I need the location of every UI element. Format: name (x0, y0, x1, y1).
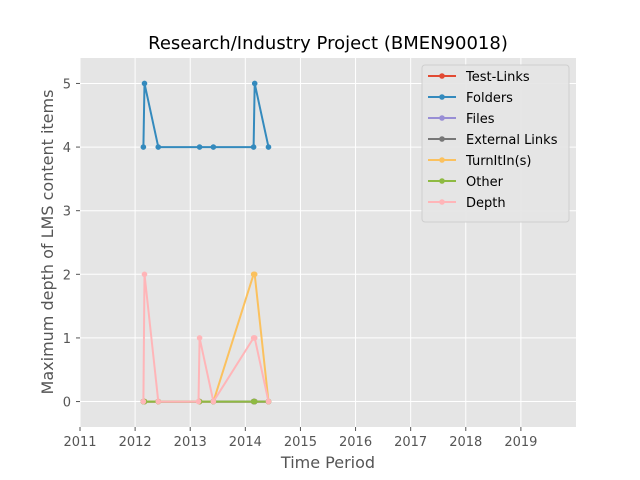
legend-label: External Links (466, 133, 558, 148)
data-point (210, 144, 217, 150)
y-tick-label: 2 (63, 268, 71, 283)
x-tick-label: 2015 (284, 435, 317, 450)
data-point (251, 271, 258, 278)
legend-item: Folders (428, 91, 513, 106)
data-point (196, 144, 203, 150)
data-point (251, 398, 258, 405)
data-point (265, 398, 272, 405)
y-axis-label: Maximum depth of LMS content items (38, 90, 57, 395)
data-point (250, 144, 257, 150)
data-point (155, 144, 162, 150)
data-point (251, 80, 258, 87)
data-point (251, 335, 258, 341)
legend-swatch-marker (439, 178, 445, 184)
series-folders (140, 80, 272, 150)
legend-item: Depth (428, 196, 506, 211)
x-tick-label: 2012 (119, 435, 152, 450)
x-tick-label: 2016 (339, 435, 372, 450)
legend-swatch-marker (439, 115, 445, 121)
data-point (141, 80, 148, 87)
legend-item: Test-Links (428, 70, 530, 85)
y-tick-label: 3 (63, 205, 71, 220)
legend: Test-Links Folders Files External Links Turn… (421, 64, 570, 223)
legend-swatch-marker (439, 157, 445, 163)
legend-swatch-marker (439, 94, 445, 100)
legend-swatch-marker (439, 136, 445, 142)
y-tick-label: 1 (63, 332, 71, 347)
y-tick-label: 4 (63, 141, 71, 156)
legend-label: Test-Links (465, 70, 530, 85)
legend-swatch-marker (439, 73, 445, 79)
legend-box (421, 64, 570, 223)
series-layer (140, 80, 272, 405)
legend-item: TurnItIn(s) (428, 154, 531, 169)
legend-label: Folders (466, 91, 513, 106)
data-point (196, 335, 203, 341)
legend-item: External Links (428, 133, 558, 148)
data-point (155, 398, 162, 405)
series-line (142, 82, 270, 149)
legend-item: Files (428, 112, 495, 127)
legend-label: Files (466, 112, 495, 127)
x-tick-label: 2011 (63, 435, 96, 450)
y-tick-label: 5 (63, 77, 71, 92)
legend-label: Depth (466, 196, 506, 211)
y-tick-label: 0 (63, 396, 71, 411)
data-point (140, 144, 147, 150)
x-axis-ticks: 2011 2012 2013 2014 2015 2016 2017 2018 2019 (63, 427, 537, 450)
x-tick-label: 2018 (449, 435, 482, 450)
chart-title: Research/Industry Project (BMEN90018) (148, 33, 508, 54)
data-point (140, 398, 147, 405)
x-tick-label: 2017 (394, 435, 427, 450)
legend-label: TurnItIn(s) (465, 154, 531, 169)
x-tick-label: 2019 (504, 435, 537, 450)
data-point (210, 398, 217, 405)
x-axis-label: Time Period (280, 453, 375, 472)
data-point (141, 271, 148, 278)
legend-item: Other (428, 175, 504, 190)
y-axis-ticks: 0 1 2 3 4 5 (63, 77, 80, 411)
legend-label: Other (466, 175, 504, 190)
x-tick-label: 2014 (229, 435, 262, 450)
x-tick-label: 2013 (174, 435, 207, 450)
data-point (195, 398, 202, 405)
series-depth (140, 271, 272, 405)
data-point (265, 144, 272, 150)
legend-swatch-marker (439, 199, 445, 205)
